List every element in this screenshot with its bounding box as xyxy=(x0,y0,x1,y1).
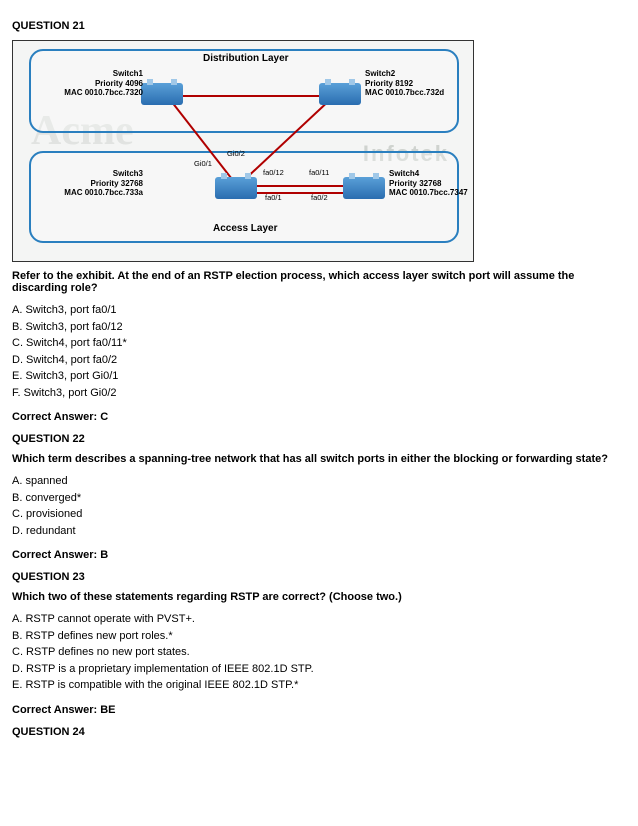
question-21-heading: QUESTION 21 xyxy=(12,20,626,32)
port-gi02: Gi0/2 xyxy=(227,149,245,158)
switch2-labels: Switch2 Priority 8192 MAC 0010.7bcc.732d xyxy=(365,69,444,98)
question-22-prompt: Which term describes a spanning-tree net… xyxy=(12,453,626,465)
switch2-priority: Priority 8192 xyxy=(365,79,444,89)
port-fa012: fa0/12 xyxy=(263,168,284,177)
q21-choice-d: D. Switch4, port fa0/2 xyxy=(12,352,626,369)
q23-choice-a: A. RSTP cannot operate with PVST+. xyxy=(12,611,626,628)
question-22-choices: A. spanned B. converged* C. provisioned … xyxy=(12,473,626,539)
question-21-answer: Correct Answer: C xyxy=(12,411,626,423)
q21-choice-c: C. Switch4, port fa0/11* xyxy=(12,335,626,352)
question-21-choices: A. Switch3, port fa0/1 B. Switch3, port … xyxy=(12,302,626,401)
question-23-prompt: Which two of these statements regarding … xyxy=(12,591,626,603)
question-22-answer: Correct Answer: B xyxy=(12,549,626,561)
question-24-heading: QUESTION 24 xyxy=(12,726,626,738)
question-21-prompt: Refer to the exhibit. At the end of an R… xyxy=(12,270,626,294)
q22-choice-b: B. converged* xyxy=(12,490,626,507)
port-fa01: fa0/1 xyxy=(265,193,282,202)
question-23-choices: A. RSTP cannot operate with PVST+. B. RS… xyxy=(12,611,626,694)
switch4-labels: Switch4 Priority 32768 MAC 0010.7bcc.734… xyxy=(389,169,468,198)
switch2-icon xyxy=(319,83,361,105)
switch4-mac: MAC 0010.7bcc.7347 xyxy=(389,188,468,198)
exhibit-diagram: Acme Infotek Distribution Layer Access L… xyxy=(12,40,474,262)
switch1-labels: Switch1 Priority 4096 MAC 0010.7bcc.7320 xyxy=(63,69,143,98)
switch3-icon xyxy=(215,177,257,199)
q22-choice-d: D. redundant xyxy=(12,523,626,540)
switch1-name: Switch1 xyxy=(63,69,143,79)
question-23-answer: Correct Answer: BE xyxy=(12,704,626,716)
switch2-name: Switch2 xyxy=(365,69,444,79)
port-fa02: fa0/2 xyxy=(311,193,328,202)
q23-choice-d: D. RSTP is a proprietary implementation … xyxy=(12,661,626,678)
port-gi01: Gi0/1 xyxy=(194,159,212,168)
switch3-name: Switch3 xyxy=(63,169,143,179)
switch1-mac: MAC 0010.7bcc.7320 xyxy=(63,88,143,98)
question-23-heading: QUESTION 23 xyxy=(12,571,626,583)
q23-choice-c: C. RSTP defines no new port states. xyxy=(12,644,626,661)
q21-choice-a: A. Switch3, port fa0/1 xyxy=(12,302,626,319)
q23-choice-b: B. RSTP defines new port roles.* xyxy=(12,628,626,645)
switch4-name: Switch4 xyxy=(389,169,468,179)
q21-choice-f: F. Switch3, port Gi0/2 xyxy=(12,385,626,402)
switch4-icon xyxy=(343,177,385,199)
q23-choice-e: E. RSTP is compatible with the original … xyxy=(12,677,626,694)
switch1-priority: Priority 4096 xyxy=(63,79,143,89)
port-fa011: fa0/11 xyxy=(309,168,329,177)
q21-choice-e: E. Switch3, port Gi0/1 xyxy=(12,368,626,385)
switch2-mac: MAC 0010.7bcc.732d xyxy=(365,88,444,98)
q22-choice-c: C. provisioned xyxy=(12,506,626,523)
switch1-icon xyxy=(141,83,183,105)
switch4-priority: Priority 32768 xyxy=(389,179,468,189)
q22-choice-a: A. spanned xyxy=(12,473,626,490)
switch3-labels: Switch3 Priority 32768 MAC 0010.7bcc.733… xyxy=(63,169,143,198)
switch3-priority: Priority 32768 xyxy=(63,179,143,189)
question-22-heading: QUESTION 22 xyxy=(12,433,626,445)
q21-choice-b: B. Switch3, port fa0/12 xyxy=(12,319,626,336)
switch3-mac: MAC 0010.7bcc.733a xyxy=(63,188,143,198)
